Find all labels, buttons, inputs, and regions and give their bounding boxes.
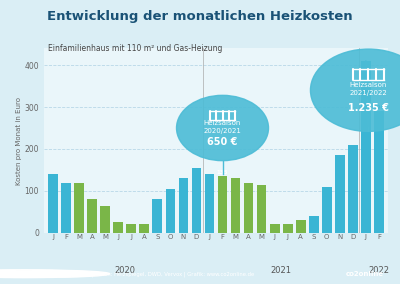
Text: Stand: 03/2022 | Daten: Heizspiegel, DWD, Vervox | Grafik: www.co2online.de: Stand: 03/2022 | Daten: Heizspiegel, DWD… — [49, 271, 255, 277]
Circle shape — [0, 270, 110, 277]
Text: 650 €: 650 € — [207, 137, 238, 147]
Bar — [361, 61, 371, 233]
Bar — [152, 199, 162, 233]
Bar — [48, 174, 58, 233]
Bar — [283, 224, 292, 233]
Circle shape — [0, 270, 82, 277]
Bar — [140, 224, 149, 233]
Bar — [244, 183, 254, 233]
Bar — [231, 178, 240, 233]
Circle shape — [0, 270, 100, 277]
Bar — [257, 185, 266, 233]
Text: 290: 290 — [373, 105, 384, 110]
Bar — [270, 224, 280, 233]
Bar — [335, 155, 345, 233]
Y-axis label: Kosten pro Monat in Euro: Kosten pro Monat in Euro — [16, 97, 22, 185]
Bar — [166, 189, 175, 233]
Bar — [309, 216, 319, 233]
Bar — [374, 111, 384, 233]
Bar — [204, 174, 214, 233]
Bar — [296, 220, 306, 233]
Text: 1.235 €: 1.235 € — [348, 103, 389, 112]
Text: 2021: 2021 — [271, 266, 292, 275]
Bar — [218, 176, 228, 233]
Bar — [178, 178, 188, 233]
Text: 135: 135 — [217, 170, 228, 175]
Text: Einfamilienhaus mit 110 m² und Gas-Heizung: Einfamilienhaus mit 110 m² und Gas-Heizu… — [48, 44, 222, 53]
Bar — [87, 199, 97, 233]
Bar — [74, 183, 84, 233]
Text: Heizsaison
2021/2022: Heizsaison 2021/2022 — [350, 82, 387, 96]
Text: Heizsaison
2020/2021: Heizsaison 2020/2021 — [204, 120, 242, 134]
Text: Entwicklung der monatlichen Heizkosten: Entwicklung der monatlichen Heizkosten — [47, 10, 353, 23]
Bar — [113, 222, 123, 233]
Bar — [322, 187, 332, 233]
Bar — [348, 145, 358, 233]
Text: 2022: 2022 — [368, 266, 389, 275]
Circle shape — [0, 270, 91, 277]
Bar — [126, 224, 136, 233]
Text: co2online: co2online — [346, 271, 384, 277]
Bar — [192, 168, 201, 233]
Bar — [100, 206, 110, 233]
Text: 2020: 2020 — [114, 266, 135, 275]
Bar — [61, 183, 71, 233]
